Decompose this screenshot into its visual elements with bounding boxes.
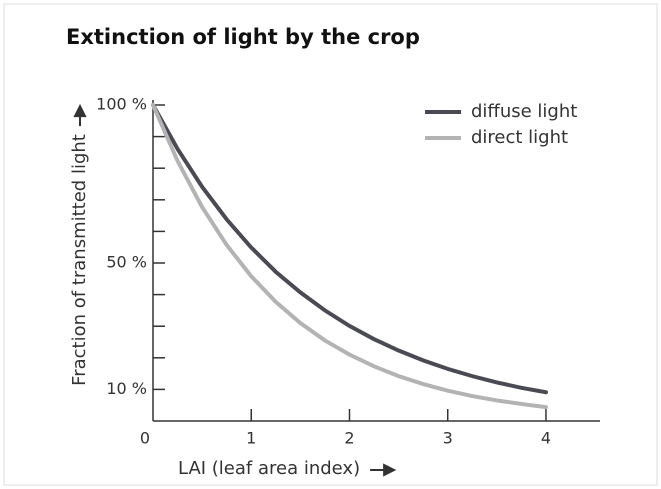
- x-tick-label: 2: [344, 429, 354, 448]
- y-axis-label: Fraction of transmitted light: [69, 134, 90, 386]
- x-tick-label: 0: [140, 429, 150, 448]
- series-line: [151, 103, 548, 410]
- x-axis-label: LAI (leaf area index): [178, 458, 360, 479]
- x-axis-arrow: [370, 463, 397, 477]
- y-axis-arrow: [73, 103, 87, 127]
- y-tick-label: 50 %: [106, 253, 147, 272]
- y-tick-label: 10 %: [106, 379, 147, 398]
- frame: [3, 3, 658, 486]
- legend-label: diffuse light: [471, 101, 577, 122]
- x-tick-label: 1: [246, 429, 256, 448]
- y-tick-label: 100 %: [96, 95, 147, 114]
- legend-label: direct light: [471, 127, 568, 148]
- x-tick-label: 3: [443, 429, 453, 448]
- x-tick-label: 4: [541, 429, 551, 448]
- series-line: [151, 103, 548, 395]
- chart-title: Extinction of light by the crop: [66, 25, 420, 49]
